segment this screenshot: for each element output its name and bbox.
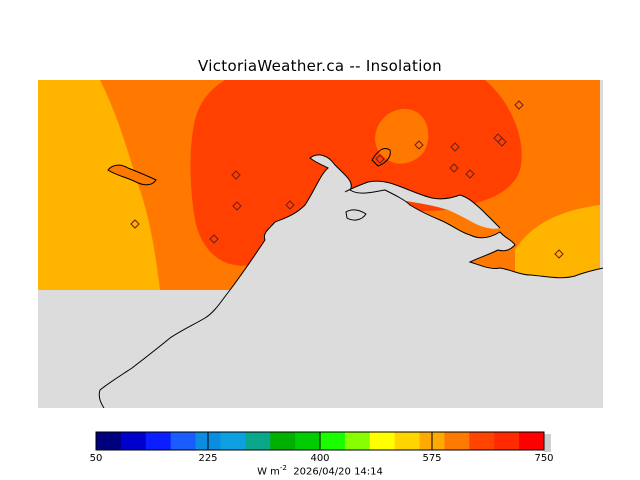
color-scale-swatch [96,432,122,450]
color-scale-swatch [295,432,321,450]
color-scale-swatch [369,432,396,450]
color-scale-swatch [519,432,545,450]
color-scale-swatch [120,432,147,450]
color-scale-swatch [170,432,196,450]
station-marker [497,137,507,147]
color-scale-label-400: 400 [310,453,330,464]
station-marker [285,200,295,210]
contour-yellow-southeast [515,205,600,290]
color-scale-swatch [270,432,296,450]
color-scale-label-50: 50 [89,453,103,464]
color-scale-swatch [320,432,346,450]
station-marker [514,100,524,110]
units-label: W m [257,466,280,478]
station-marker [231,170,241,180]
land-south-coast [38,154,603,408]
color-scale-label-575: 575 [422,453,442,464]
station-marker [232,201,242,211]
color-scale-swatch [344,432,371,450]
coastline [98,147,603,408]
island-west [107,164,157,186]
island-small [346,209,366,221]
color-scale-swatch [494,432,520,450]
color-scale-swatch [245,432,271,450]
color-scale-ticks [95,432,545,450]
color-scale-swatch [469,432,495,450]
land-north-peninsula [345,181,500,229]
color-scale-swatches [96,432,551,452]
contour-orange-eddy [375,108,429,164]
color-scale-swatch [145,432,172,450]
color-scale-swatch [444,432,470,450]
map-title: VictoriaWeather.ca -- Insolation [198,57,442,75]
station-marker [375,154,385,164]
station-marker [209,234,219,244]
units-and-timestamp: W m-2 2026/04/20 14:14 [0,464,640,477]
units-exponent: -2 [279,464,287,472]
timestamp: 2026/04/20 14:14 [293,466,383,478]
color-scale-label-750: 750 [534,453,554,464]
color-scale-shadow [544,434,551,452]
contour-red-orange [190,80,522,266]
station-marker [554,249,564,259]
station-marker [450,142,460,152]
station-markers [130,100,564,259]
color-scale-swatch [394,432,420,450]
station-marker [449,163,459,173]
color-scale-label-225: 225 [198,453,218,464]
station-marker [465,169,475,179]
station-marker [130,219,140,229]
color-scale-swatch [220,432,246,450]
station-marker [414,140,424,150]
